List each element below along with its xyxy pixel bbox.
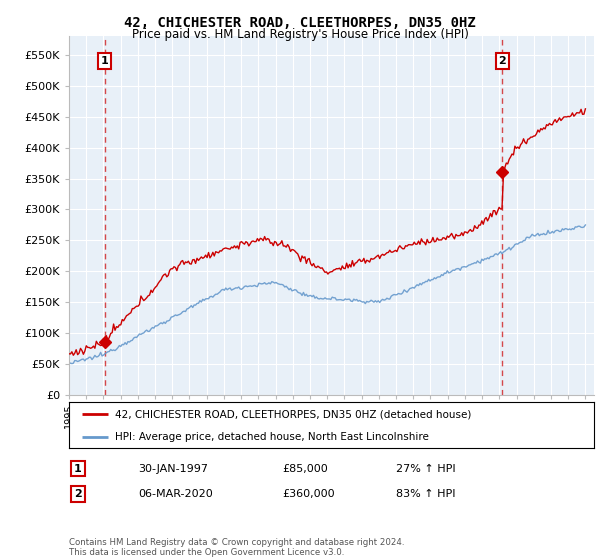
Text: 1: 1 (74, 464, 82, 474)
Text: 2: 2 (499, 56, 506, 66)
Text: £85,000: £85,000 (282, 464, 328, 474)
Text: 30-JAN-1997: 30-JAN-1997 (138, 464, 208, 474)
Text: 83% ↑ HPI: 83% ↑ HPI (396, 489, 455, 499)
Text: HPI: Average price, detached house, North East Lincolnshire: HPI: Average price, detached house, Nort… (115, 432, 429, 441)
Text: 06-MAR-2020: 06-MAR-2020 (138, 489, 213, 499)
Text: 2: 2 (74, 489, 82, 499)
Text: Contains HM Land Registry data © Crown copyright and database right 2024.
This d: Contains HM Land Registry data © Crown c… (69, 538, 404, 557)
Text: 27% ↑ HPI: 27% ↑ HPI (396, 464, 455, 474)
Text: 42, CHICHESTER ROAD, CLEETHORPES, DN35 0HZ: 42, CHICHESTER ROAD, CLEETHORPES, DN35 0… (124, 16, 476, 30)
Text: £360,000: £360,000 (282, 489, 335, 499)
Text: 42, CHICHESTER ROAD, CLEETHORPES, DN35 0HZ (detached house): 42, CHICHESTER ROAD, CLEETHORPES, DN35 0… (115, 409, 472, 419)
Text: 1: 1 (101, 56, 109, 66)
Text: Price paid vs. HM Land Registry's House Price Index (HPI): Price paid vs. HM Land Registry's House … (131, 28, 469, 41)
